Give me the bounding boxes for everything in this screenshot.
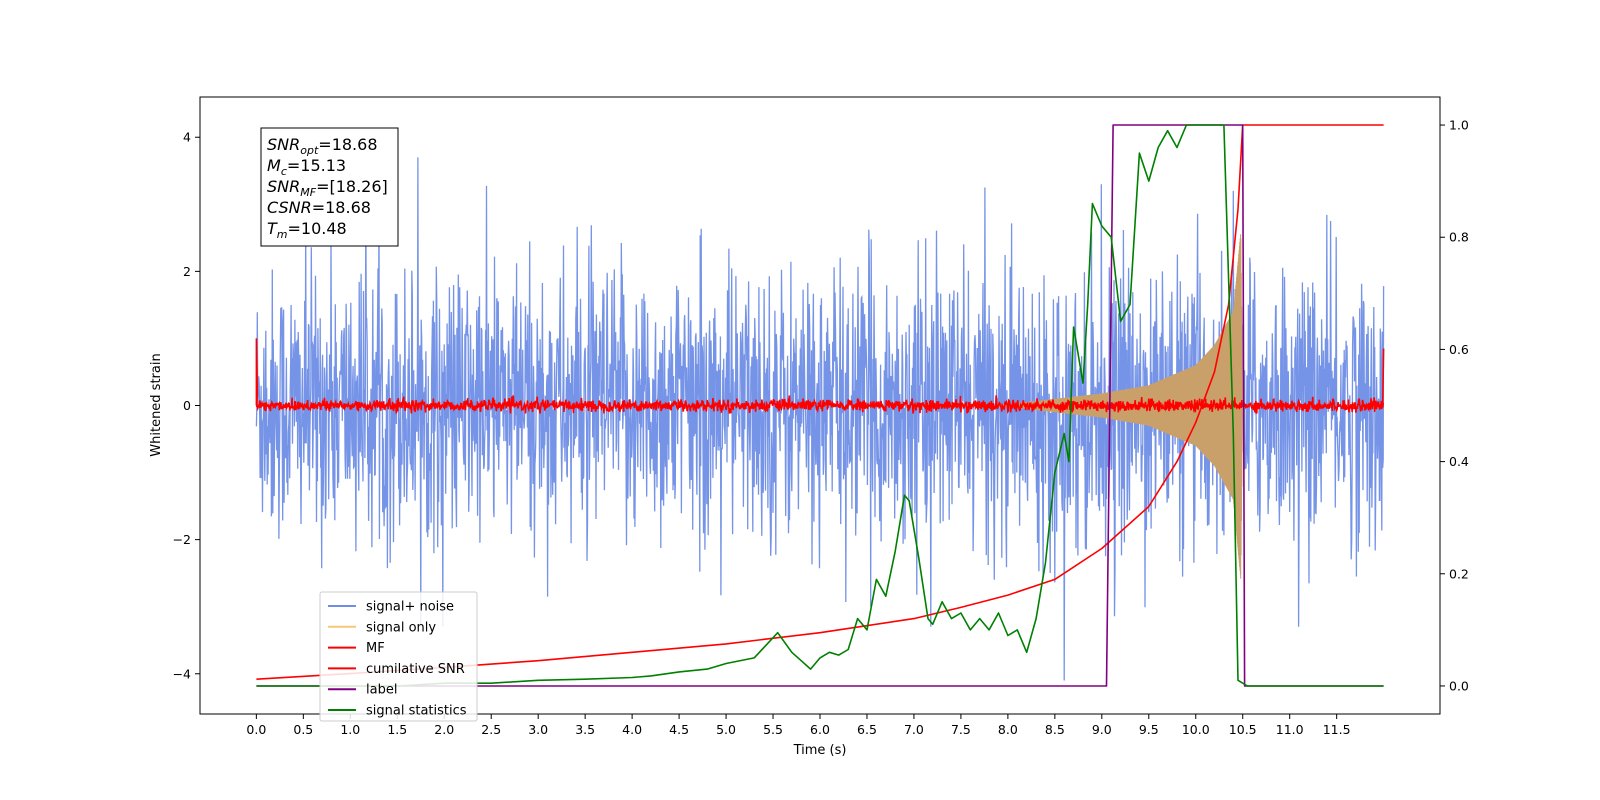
y-axis-title: Whitened strain <box>149 353 164 456</box>
y-right-tick-label: 0.6 <box>1449 342 1469 357</box>
x-tick-label: 9.0 <box>1092 722 1112 737</box>
y-axis-left: −4 −2 0 2 4 <box>173 130 200 681</box>
y-left-tick-label: 2 <box>183 264 191 279</box>
x-tick-label: 0.0 <box>246 722 266 737</box>
legend-frame <box>319 591 478 722</box>
x-tick-label: 10.0 <box>1182 722 1210 737</box>
plot-area <box>255 124 1385 687</box>
y-right-tick-label: 1.0 <box>1449 118 1469 133</box>
y-axis-right: 0.0 0.2 0.4 0.6 0.8 1.0 <box>1440 118 1469 693</box>
x-tick-label: 6.0 <box>810 722 830 737</box>
y-left-tick-label: 4 <box>183 130 191 145</box>
x-tick-label: 1.0 <box>340 722 360 737</box>
legend-label: signal statistics <box>366 704 467 719</box>
x-tick-label: 0.5 <box>293 722 313 737</box>
stats-box: SNRopt=18.68Mc=15.13SNRMF=[18.26]CSNR=18… <box>260 127 399 247</box>
y-right-tick-label: 0.8 <box>1449 230 1469 245</box>
x-tick-label: 11.5 <box>1323 722 1351 737</box>
x-tick-label: 3.0 <box>528 722 548 737</box>
series-mf <box>255 338 1385 415</box>
x-tick-label: 2.0 <box>434 722 454 737</box>
y-left-tick-label: 0 <box>183 398 191 413</box>
x-tick-label: 5.0 <box>716 722 736 737</box>
x-tick-label: 8.0 <box>998 722 1018 737</box>
stats-line: Mc=15.13 <box>267 156 346 178</box>
x-axis-title: Time (s) <box>793 743 847 758</box>
legend-label: signal only <box>366 620 436 635</box>
x-tick-label: 3.5 <box>575 722 595 737</box>
x-tick-label: 5.5 <box>763 722 783 737</box>
x-axis: 0.0 0.5 1.0 1.5 2.0 2.5 3.0 3.5 4.0 4.5 5.0 5.5 6.0 6… <box>246 714 1351 737</box>
x-tick-label: 7.5 <box>951 722 971 737</box>
y-right-tick-label: 0.2 <box>1449 566 1469 581</box>
x-tick-label: 1.5 <box>387 722 407 737</box>
legend-label: cumilative SNR <box>366 662 465 677</box>
y-right-tick-label: 0.4 <box>1449 454 1469 469</box>
series-signal-statistics <box>256 124 1384 687</box>
legend-label: signal+ noise <box>366 600 454 615</box>
y-left-tick-label: −4 <box>173 666 191 681</box>
stats-line: SNRMF=[18.26] <box>267 177 388 199</box>
stats-line: CSNR=18.68 <box>267 198 371 217</box>
x-tick-label: 11.0 <box>1276 722 1304 737</box>
x-tick-label: 9.5 <box>1139 722 1159 737</box>
x-tick-label: 10.5 <box>1229 722 1257 737</box>
y-right-tick-label: 0.0 <box>1449 678 1469 693</box>
x-tick-label: 2.5 <box>481 722 501 737</box>
legend: signal+ noise signal only MF cumilative SNR… <box>319 591 478 722</box>
x-tick-label: 7.0 <box>904 722 924 737</box>
y-left-tick-label: −2 <box>173 532 191 547</box>
stats-line: SNRopt=18.68 <box>267 135 378 157</box>
series-cumulative-snr <box>256 124 1384 680</box>
legend-label: MF <box>366 641 385 656</box>
stats-line: Tm=10.48 <box>267 219 347 241</box>
stats-box-frame <box>260 127 399 247</box>
x-tick-label: 4.5 <box>669 722 689 737</box>
x-tick-label: 8.5 <box>1045 722 1065 737</box>
x-tick-label: 6.5 <box>857 722 877 737</box>
x-tick-label: 4.0 <box>622 722 642 737</box>
legend-label: label <box>366 683 397 698</box>
